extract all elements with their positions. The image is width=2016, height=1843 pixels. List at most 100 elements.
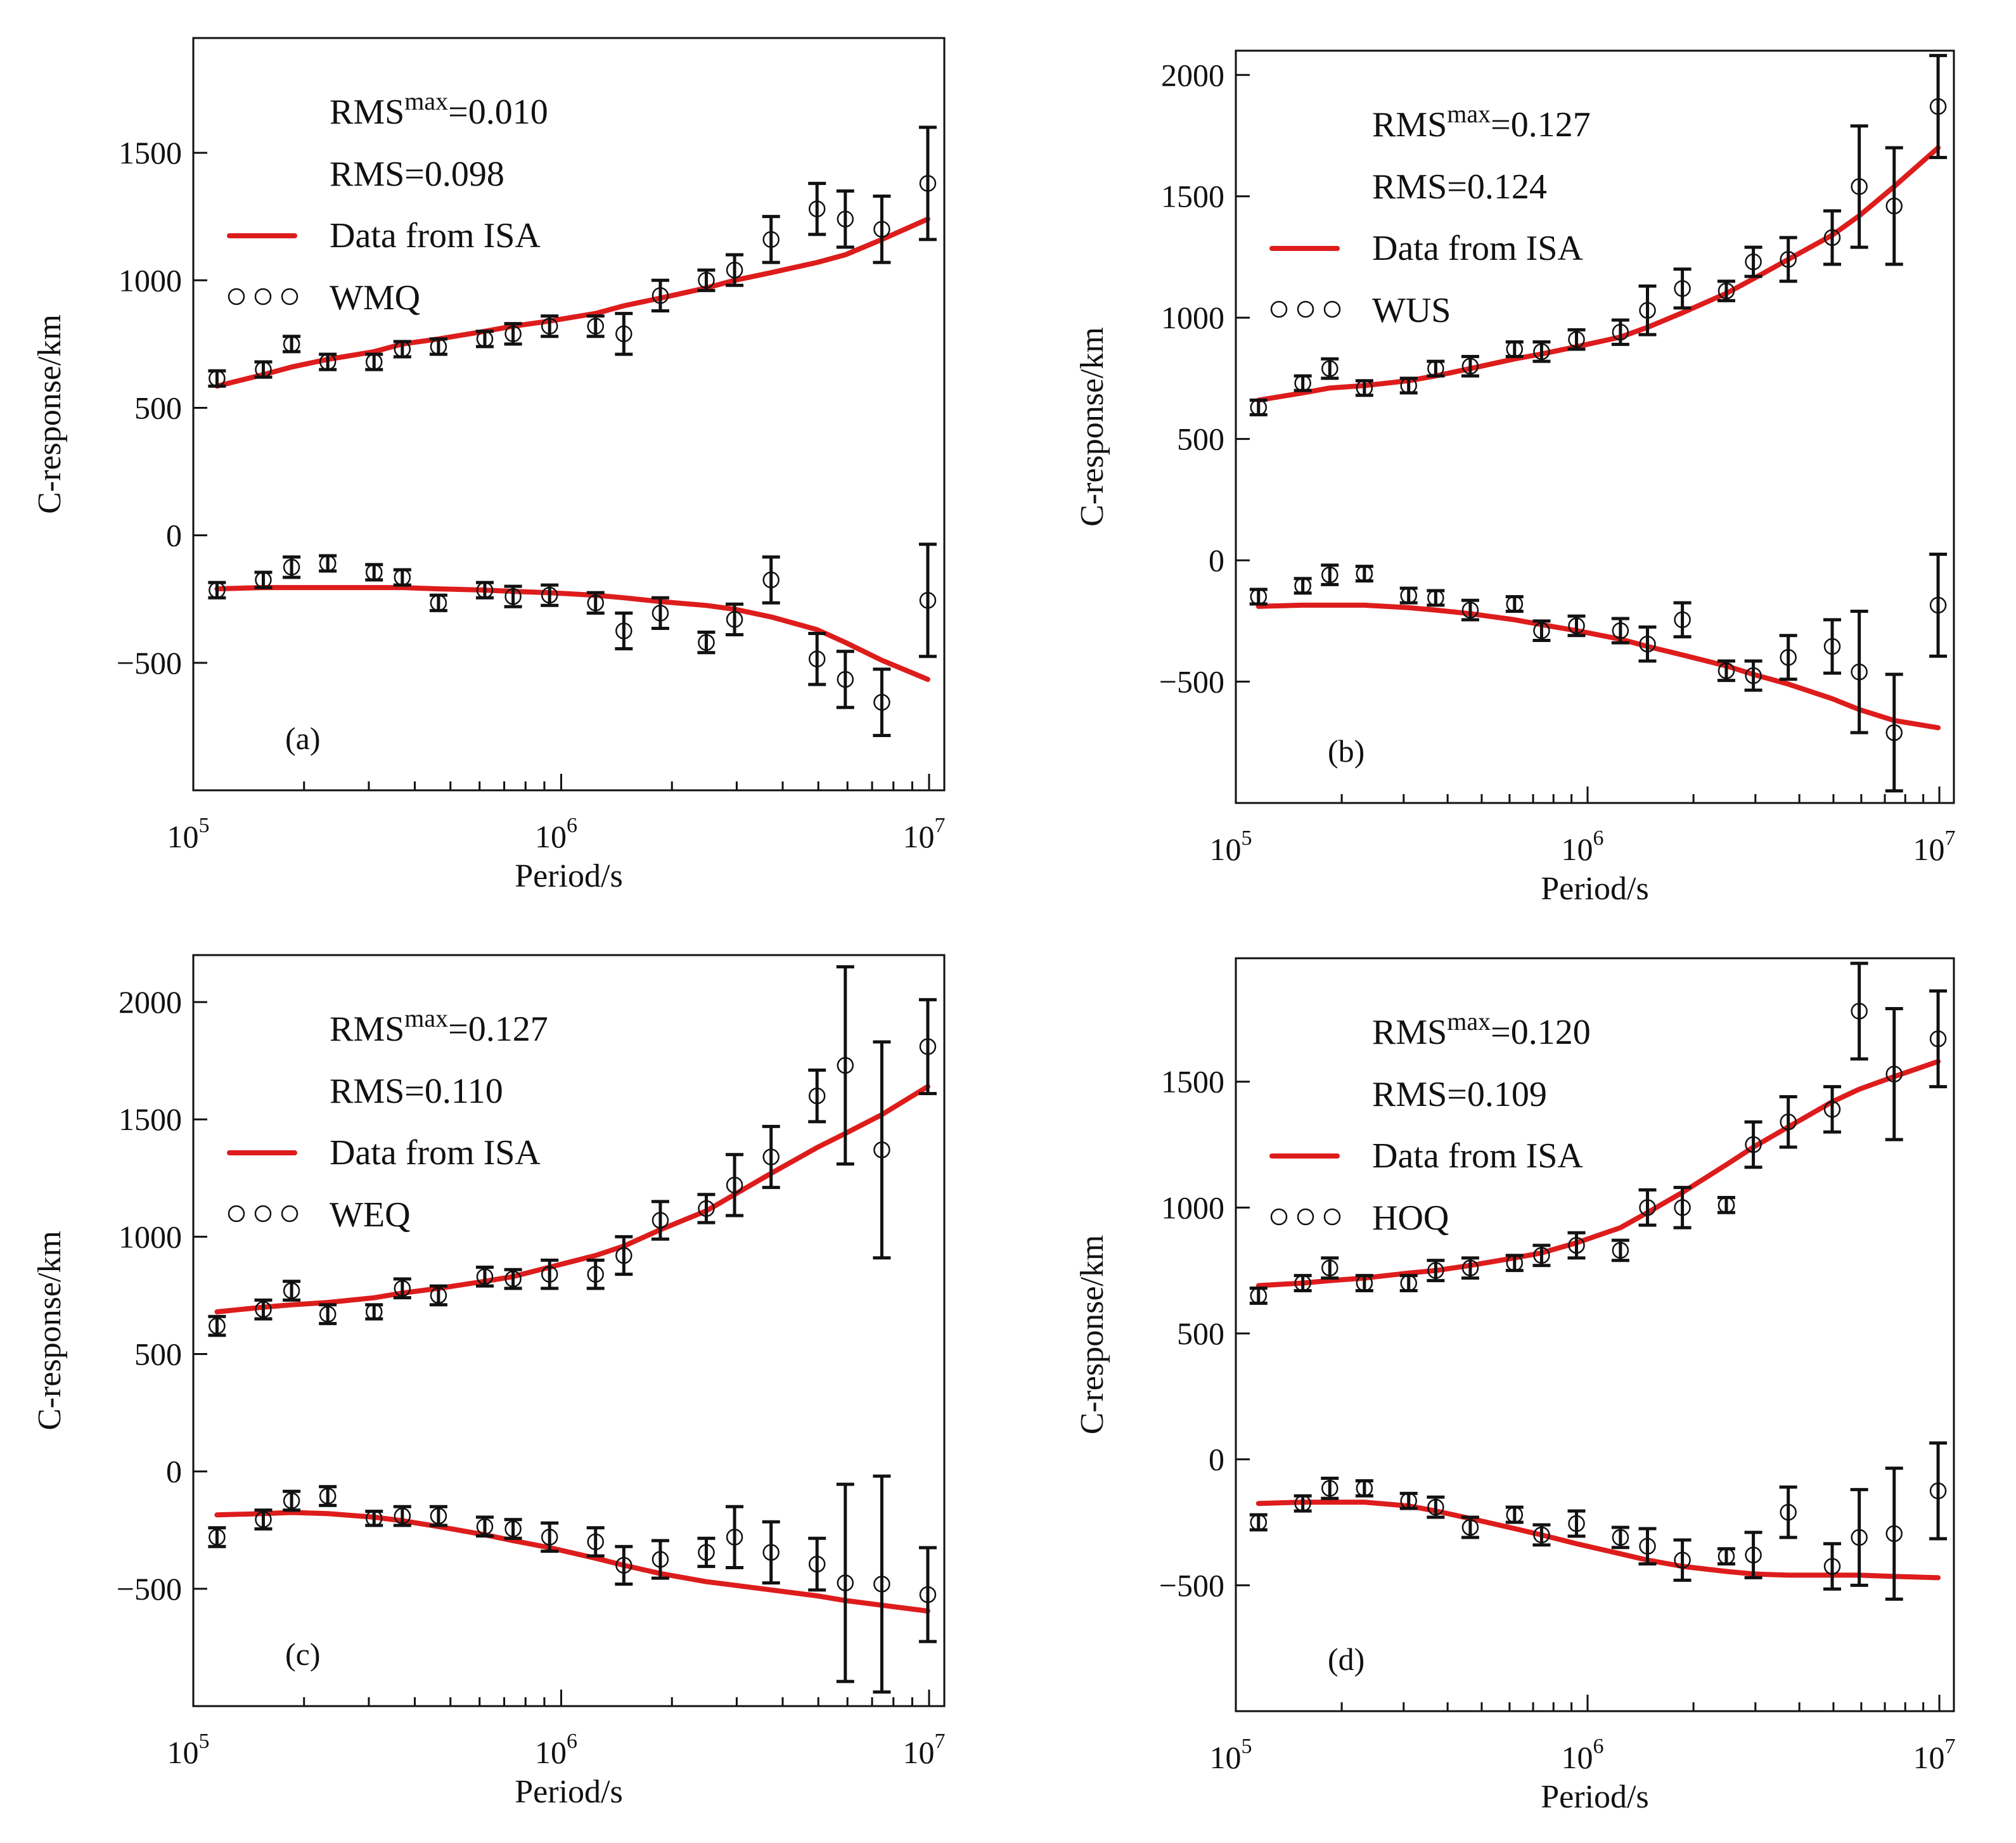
data-point [1321, 1256, 1339, 1280]
observed-marker [541, 586, 558, 604]
x-tick-exponent: 7 [934, 814, 945, 837]
data-point [1427, 1495, 1445, 1519]
data-point [1399, 586, 1418, 605]
rms-max-annotation: RMSmax=0.120 [1372, 1007, 1591, 1052]
x-axis-title: Period/s [1541, 1779, 1648, 1815]
x-tick-base: 10 [535, 1735, 567, 1770]
observed-marker [1356, 1480, 1373, 1497]
data-point [1505, 1254, 1524, 1273]
x-tick-exponent: 5 [1242, 1735, 1252, 1758]
data-point [697, 1536, 716, 1569]
data-point [393, 1277, 411, 1300]
data-point [586, 1526, 605, 1558]
observed-marker [476, 1518, 494, 1535]
data-point [918, 543, 937, 658]
observed-marker [837, 671, 854, 688]
data-point [726, 1505, 744, 1570]
observed-marker [587, 1266, 604, 1283]
observed-marker [1250, 399, 1268, 416]
observed-marker [1823, 1101, 1841, 1118]
data-point [429, 1284, 447, 1307]
observed-marker [919, 1586, 937, 1603]
x-tick-label: 105 [167, 814, 210, 854]
observed-marker [504, 1520, 522, 1538]
observed-marker [255, 1511, 272, 1528]
data-point [1929, 54, 1948, 159]
observed-marker [319, 1487, 337, 1505]
x-tick-base: 10 [167, 819, 199, 854]
y-tick-label: 2000 [119, 984, 182, 1020]
x-tick-exponent: 6 [1593, 1735, 1604, 1758]
data-point [1611, 318, 1629, 346]
legend-marker-label: WMQ [330, 278, 420, 318]
data-point [1321, 1476, 1339, 1500]
observed-marker [919, 175, 937, 192]
observed-marker [808, 200, 826, 217]
data-point [697, 268, 716, 292]
observed-marker [209, 1317, 226, 1335]
data-point [1673, 267, 1692, 310]
observed-marker [1612, 1529, 1629, 1546]
y-tick-label: −500 [1159, 1567, 1224, 1603]
data-point [541, 314, 559, 338]
observed-marker [873, 1576, 890, 1593]
data-point [1673, 1538, 1692, 1582]
observed-marker [726, 611, 743, 628]
y-axis-title: C-response/km [32, 314, 68, 514]
plot-frame [1235, 49, 1955, 804]
data-point [319, 554, 337, 573]
data-point [365, 563, 383, 582]
observed-marker [873, 693, 890, 711]
rms-max-value: =0.010 [448, 93, 548, 132]
data-point [1355, 379, 1373, 397]
x-axis-title: Period/s [515, 1774, 622, 1810]
observed-marker [652, 287, 669, 304]
rms-max-text: RMS [1372, 105, 1447, 144]
data-point [429, 593, 447, 612]
data-point [504, 584, 522, 608]
x-tick-label: 107 [1913, 1735, 1956, 1775]
observed-marker [209, 369, 226, 387]
observed-marker [365, 563, 383, 581]
panel-label: (d) [1328, 1641, 1364, 1677]
observed-marker [1506, 340, 1524, 358]
observed-marker [1356, 565, 1373, 582]
legend-marker-label: WUS [1372, 291, 1451, 330]
data-point [1744, 659, 1762, 692]
data-point [836, 189, 854, 249]
observed-marker [1533, 1247, 1550, 1264]
y-tick-label: 1500 [119, 1101, 182, 1137]
data-point [1532, 1523, 1551, 1547]
data-point [1567, 1231, 1586, 1260]
data-point [1567, 614, 1586, 638]
x-tick-label: 105 [1210, 826, 1252, 867]
data-point [475, 581, 494, 600]
observed-marker [1612, 323, 1629, 341]
observed-marker [1717, 1548, 1735, 1565]
data-point [1355, 1274, 1373, 1292]
observed-marker [1294, 375, 1311, 392]
data-point [365, 1303, 383, 1321]
x-axis-title: Period/s [515, 858, 622, 894]
data-point [762, 215, 780, 264]
data-point [1885, 1006, 1903, 1141]
data-point [429, 1505, 447, 1527]
data-point [1249, 588, 1268, 606]
x-tick-exponent: 7 [1945, 826, 1956, 850]
observed-marker [1885, 1525, 1903, 1543]
observed-marker [283, 1492, 300, 1510]
x-tick-base: 10 [1210, 832, 1242, 867]
observed-marker [1461, 1259, 1479, 1276]
data-point [1638, 1527, 1657, 1566]
observed-marker [762, 1544, 780, 1561]
data-point [1355, 1479, 1373, 1498]
data-point [726, 253, 744, 287]
legend-marker-swatch [254, 288, 272, 305]
observed-marker [1929, 596, 1947, 614]
observed-marker [1639, 1538, 1656, 1555]
legend-line-label: Data from ISA [330, 216, 541, 255]
data-point [283, 1489, 301, 1512]
x-tick-label: 107 [902, 1730, 945, 1770]
data-point [1532, 619, 1551, 642]
observed-marker [1568, 1515, 1585, 1532]
